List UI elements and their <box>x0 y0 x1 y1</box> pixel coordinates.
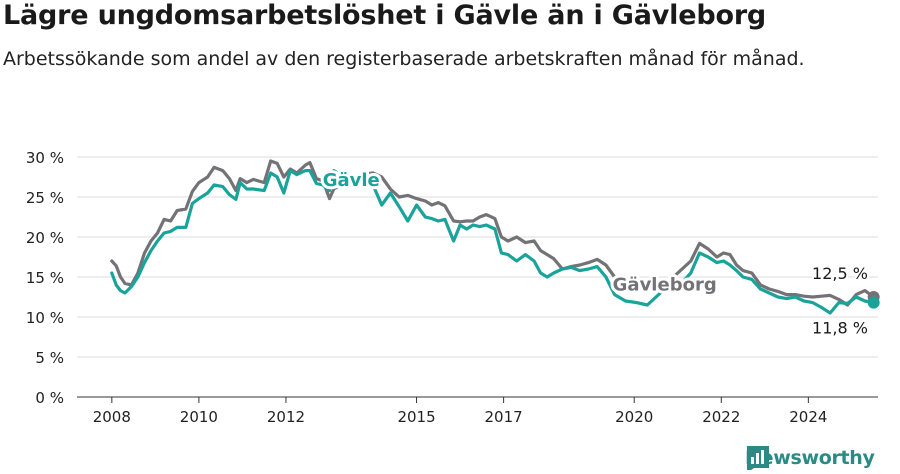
x-tick-label: 2015 <box>397 408 435 426</box>
axes: 0 % 5 % 10 % 15 % 20 % 25 % 30 % 2008 2010 2012 20… <box>26 149 878 426</box>
y-tick-label: 15 % <box>26 269 64 287</box>
y-tick-label: 5 % <box>35 349 64 367</box>
end-value-label-gavleborg: 12,5 % <box>812 264 868 283</box>
series-line-gavleborg <box>110 159 876 307</box>
gridlines <box>77 156 878 358</box>
series-label-gavleborg: Gävleborg <box>613 275 717 296</box>
series-end-dot-gavle <box>867 296 880 309</box>
y-tick-label: 25 % <box>26 189 64 207</box>
series <box>110 159 880 315</box>
end-value-label-gavle: 11,8 % <box>812 319 868 338</box>
brand-name: Newsworthy <box>745 447 875 469</box>
series-line-gavle <box>110 169 876 315</box>
x-tick-label: 2008 <box>93 408 131 426</box>
newsworthy-logo[interactable]: Newsworthy <box>745 444 875 472</box>
y-tick-label: 0 % <box>35 389 64 407</box>
y-tick-label: 10 % <box>26 309 64 327</box>
series-label-gavle: Gävle <box>323 170 380 191</box>
x-tick-label: 2012 <box>267 408 305 426</box>
labels: Gävle Gävleborg 12,5 % 11,8 % <box>320 167 870 340</box>
x-tick-label: 2020 <box>615 408 653 426</box>
x-tick-label: 2010 <box>180 408 218 426</box>
x-tick-label: 2022 <box>702 408 740 426</box>
y-tick-label: 30 % <box>26 149 64 167</box>
newsworthy-icon <box>747 446 769 470</box>
chart-subtitle: Arbetssökande som andel av den registerb… <box>3 48 805 70</box>
x-tick-label: 2024 <box>789 408 827 426</box>
x-tick-label: 2017 <box>485 408 523 426</box>
y-tick-label: 20 % <box>26 229 64 247</box>
chart-title: Lägre ungdomsarbetslöshet i Gävle än i G… <box>3 0 767 31</box>
